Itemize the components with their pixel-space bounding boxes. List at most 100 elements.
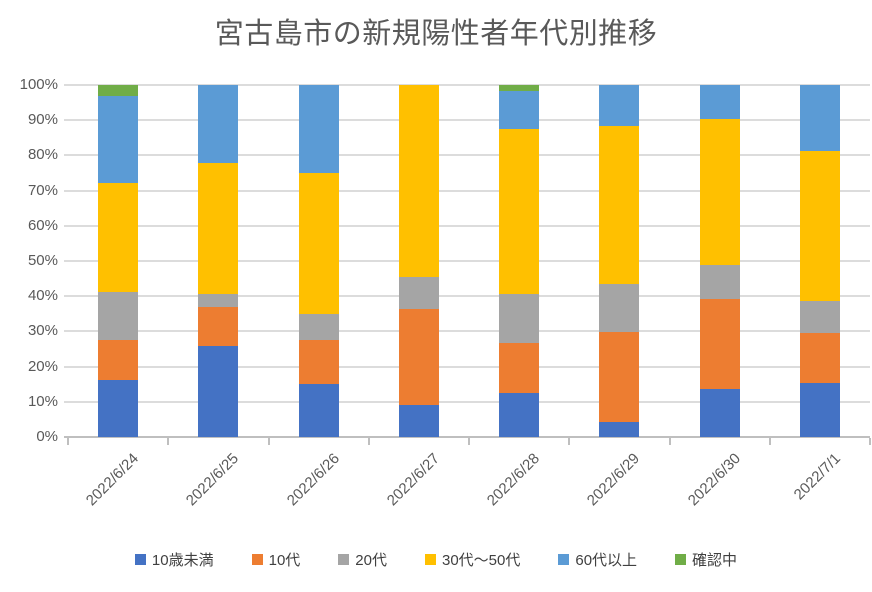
legend-swatch-確認中 [675,554,687,565]
bar-segment-20代 [198,293,239,307]
bar-segment-20代 [499,294,540,344]
legend-label: 30代〜50代 [441,552,521,569]
x-axis-tick [67,438,69,445]
y-axis-label: 0% [36,428,58,445]
gridline [64,400,870,403]
legend-label: 確認中 [692,552,738,569]
x-axis-tick [367,438,370,445]
x-axis-label: 2022/6/28 [483,450,544,510]
x-axis-label: 2022/6/25 [183,450,243,510]
x-axis-label: 2022/6/26 [283,450,343,510]
legend-swatch-10歳未満 [134,554,146,565]
bar-segment-10歳未満 [198,345,239,437]
y-axis-label: 30% [27,322,58,340]
x-axis-label: 2022/6/30 [684,450,744,510]
bar-segment-10歳未満 [398,404,439,437]
bar-segment-10代 [298,340,339,385]
y-axis-label: 20% [27,357,58,375]
bar-segment-10代 [398,308,439,405]
legend-item-10代: 10代 [251,549,301,570]
x-axis-label: 2022/6/24 [82,450,143,510]
legend-item-30代〜50代: 30代〜50代 [424,549,521,570]
gridline [64,260,870,262]
bar-segment-10歳未満 [499,393,540,437]
gridline [64,224,870,227]
legend-label: 10歳未満 [151,552,214,569]
legend-swatch-60代以上 [558,554,570,565]
legend-label: 10代 [268,552,301,569]
bar-segment-60代以上 [799,85,840,152]
legend-label: 60代以上 [575,552,638,569]
bar-segment-60代以上 [298,85,339,173]
bar-segment-30代〜50代 [398,85,439,277]
bar-segment-30代〜50代 [198,163,239,294]
bar-segment-60代以上 [599,85,640,126]
x-axis-label: 2022/6/29 [584,450,644,510]
x-axis-tick [568,438,571,445]
x-axis-tick [668,438,671,445]
y-axis-label: 90% [27,111,58,129]
y-axis-label: 10% [27,392,58,410]
y-axis-label: 100% [19,76,58,93]
bar-segment-60代以上 [699,85,740,120]
legend-swatch-10代 [251,554,263,565]
legend-item-10歳未満: 10歳未満 [134,549,214,570]
bar-segment-10代 [599,332,640,422]
bar-segment-20代 [98,292,139,340]
bar-segment-20代 [599,283,640,333]
bar-segment-30代〜50代 [98,183,139,293]
bar-segment-30代〜50代 [499,129,540,295]
gridline [64,119,870,122]
bar-segment-10代 [198,306,239,346]
bar-segment-確認中 [98,85,139,97]
bar-segment-30代〜50代 [699,119,740,265]
y-axis-label: 50% [27,252,58,269]
x-axis-line [64,436,870,438]
x-axis-tick [267,438,270,445]
bar-segment-20代 [298,313,339,341]
bar-segment-30代〜50代 [799,151,840,302]
gridline [64,365,870,368]
gridline [64,84,870,86]
gridline [64,154,870,157]
bar-segment-10代 [799,333,840,384]
legend-swatch-20代 [338,554,350,565]
bar-segment-10歳未満 [799,383,840,437]
x-axis-label: 2022/6/27 [383,450,443,510]
bar-segment-10代 [98,339,139,380]
bar-segment-10歳未満 [699,388,740,437]
legend-label: 20代 [355,552,387,569]
bar-segment-30代〜50代 [599,125,640,284]
legend-item-確認中: 確認中 [675,549,737,570]
gridline [64,330,870,333]
bar-segment-20代 [699,264,740,299]
x-axis-tick [468,438,470,445]
gridline [64,295,870,298]
bar-segment-60代以上 [98,96,139,184]
bar-segment-30代〜50代 [298,173,339,314]
chart-title: 宮古島市の新規陽性者年代別推移 [214,18,658,50]
x-axis-tick [167,438,170,445]
bar-segment-20代 [398,276,439,309]
y-axis-label: 40% [27,287,58,305]
bar-segment-確認中 [499,85,540,91]
bar-segment-10歳未満 [298,384,339,437]
legend-item-20代: 20代 [338,549,387,570]
gridline [64,189,870,192]
bar-segment-10歳未満 [599,421,640,437]
legend-swatch-30代〜50代 [424,554,436,565]
x-axis-label: 2022/7/1 [790,450,844,504]
bar-segment-10代 [499,343,540,394]
legend-item-60代以上: 60代以上 [558,549,637,570]
y-axis-label: 60% [27,216,58,234]
bar-segment-60代以上 [198,85,239,164]
x-axis-tick [869,438,871,445]
bar-segment-20代 [799,301,840,334]
y-axis-label: 70% [27,181,58,199]
legend: 10歳未満 10代 20代 30代〜50代 60代以上 確認中 [0,549,872,570]
x-axis-tick [768,438,771,445]
y-axis-label: 80% [27,146,58,164]
bar-segment-10歳未満 [98,379,139,437]
